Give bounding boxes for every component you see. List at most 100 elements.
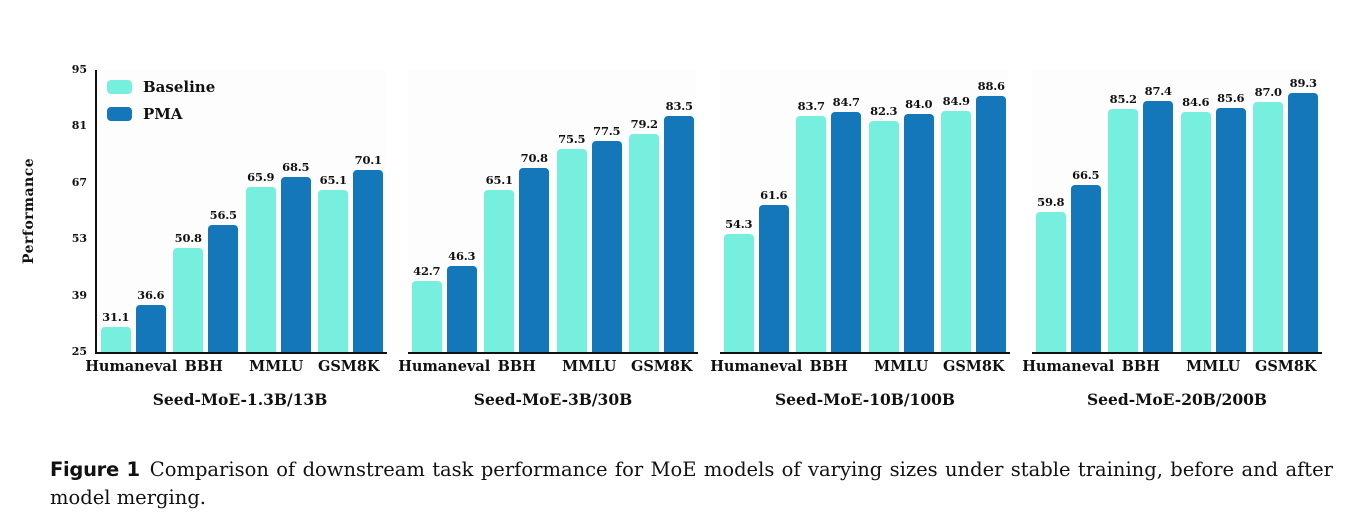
bar-value-label: 50.8 [174,231,202,246]
plot-area: 42.7 46.3 65.1 70.8 75.5 77.5 79.2 83.5 [408,70,698,354]
bar-baseline-humaneval [1035,211,1066,352]
subplot-seed-moe-3b-30b: 42.7 46.3 65.1 70.8 75.5 77.5 79.2 83.5 Humaneva… [398,70,698,420]
bar-pma-gsm8k [976,95,1007,352]
bar-pma-humaneval [758,204,789,352]
bar-value-label: 61.6 [760,187,788,202]
x-tick-label-bbh: BBH [184,358,223,375]
figure-caption-label: Figure 1 [50,457,140,481]
bar-value-label: 84.0 [905,97,933,112]
bar-baseline-bbh [173,248,204,352]
bar-pma-bbh [831,111,862,352]
x-tick-label-mmlu: MMLU [249,358,304,375]
bar-pma-humaneval [135,305,166,352]
bar-value-label: 87.0 [1254,85,1282,100]
bar-baseline-gsm8k [318,190,349,352]
figure-caption: Figure 1 Comparison of downstream task pe… [50,456,1333,512]
bar-pma-mmlu [280,176,311,352]
bar-value-label: 79.2 [630,116,658,131]
bar-value-label: 59.8 [1037,194,1065,209]
subplot-title: Seed-MoE-20B/200B [1086,390,1267,409]
x-tick-label-humaneval: Humaneval [710,358,803,375]
legend-swatch-baseline [107,80,132,94]
bar-value-label: 77.5 [593,123,621,138]
legend-swatch-pma [107,107,132,121]
bar-value-label: 85.6 [1217,90,1245,105]
subplot-seed-moe-10b-100b: 54.3 61.6 83.7 84.7 82.3 84.0 84.9 88.6 Humaneva… [710,70,1010,420]
bar-value-label: 68.5 [282,159,310,174]
x-tick-label-gsm8k: GSM8K [1254,358,1317,375]
bar-value-label: 82.3 [870,104,898,119]
bar-baseline-gsm8k [941,110,972,352]
x-tick-label-humaneval: Humaneval [398,358,491,375]
bar-pma-gsm8k [1288,92,1319,352]
bar-baseline-gsm8k [629,133,660,352]
legend: Baseline PMA [107,76,215,130]
subplot-title: Seed-MoE-1.3B/13B [152,390,328,409]
y-tick-label: 39 [71,288,87,302]
plot-area: 54.3 61.6 83.7 84.7 82.3 84.0 84.9 88.6 [720,70,1010,354]
bar-value-label: 56.5 [209,208,237,223]
bar-value-label: 70.8 [520,150,548,165]
bar-baseline-mmlu [245,187,276,352]
bar-value-label: 83.5 [665,99,693,114]
legend-entry-baseline: Baseline [107,76,215,98]
plot-area: 31.1 36.6 50.8 56.5 65.9 68.5 65.1 70.1 Baseline… [95,70,387,354]
bar-pma-bbh [208,225,239,352]
x-tick-label-mmlu: MMLU [874,358,929,375]
bar-value-label: 65.1 [485,173,513,188]
x-tick-label-gsm8k: GSM8K [630,358,693,375]
x-tick-label-gsm8k: GSM8K [317,358,380,375]
x-tick-label-bbh: BBH [1121,358,1160,375]
bar-value-label: 75.5 [558,131,586,146]
figure-caption-text: Comparison of downstream task performanc… [50,457,1333,509]
subplot-seed-moe-1-3b-13b: 31.1 36.6 50.8 56.5 65.9 68.5 65.1 70.1 Baseline… [21,63,387,420]
bar-baseline-humaneval [411,280,442,352]
bar-value-label: 42.7 [413,263,441,278]
bar-pma-mmlu [903,114,934,352]
bar-value-label: 83.7 [797,98,825,113]
x-tick-label-bbh: BBH [497,358,536,375]
x-tick-label-gsm8k: GSM8K [942,358,1005,375]
subplot-title: Seed-MoE-10B/100B [774,390,955,409]
bar-baseline-mmlu [1180,111,1211,352]
x-tick-label-humaneval: Humaneval [1022,358,1115,375]
bar-baseline-bbh [796,115,827,352]
y-tick-label: 95 [71,63,87,76]
bar-pma-bbh [519,167,550,352]
y-tick-label: 53 [71,232,87,246]
bar-value-label: 87.4 [1144,83,1172,98]
y-tick-label: 25 [71,345,87,358]
bar-pma-bbh [1143,100,1174,352]
bar-value-label: 85.2 [1109,92,1137,107]
bar-value-label: 66.5 [1072,167,1100,182]
bar-pma-humaneval [1070,184,1101,352]
x-tick-label-mmlu: MMLU [1186,358,1241,375]
bar-value-label: 70.1 [354,153,382,168]
bar-baseline-humaneval [100,327,131,352]
plot-area: 59.8 66.5 85.2 87.4 84.6 85.6 87.0 89.3 [1032,70,1322,354]
bar-pma-gsm8k [664,116,695,352]
bar-pma-humaneval [446,266,477,352]
x-tick-label-mmlu: MMLU [562,358,617,375]
legend-entry-pma: PMA [107,103,215,125]
bar-baseline-humaneval [723,233,754,352]
bar-value-label: 36.6 [137,288,165,303]
subplot-title: Seed-MoE-3B/30B [473,390,633,409]
bar-pma-mmlu [1215,107,1246,352]
bar-baseline-bbh [484,190,515,352]
bar-value-label: 54.3 [725,216,753,231]
bar-value-label: 84.7 [832,94,860,109]
bar-value-label: 84.9 [942,93,970,108]
bar-value-label: 84.6 [1182,94,1210,109]
bar-pma-gsm8k [353,170,384,352]
y-axis-title: Performance [21,157,37,265]
bar-value-label: 65.9 [247,170,275,185]
bar-value-label: 46.3 [448,249,476,264]
bar-value-label: 88.6 [977,78,1005,93]
y-tick-label: 81 [71,119,87,133]
bar-baseline-mmlu [556,148,587,352]
x-tick-label-bbh: BBH [809,358,848,375]
bar-pma-mmlu [591,140,622,352]
legend-label: PMA [143,105,183,123]
bar-baseline-gsm8k [1253,102,1284,352]
